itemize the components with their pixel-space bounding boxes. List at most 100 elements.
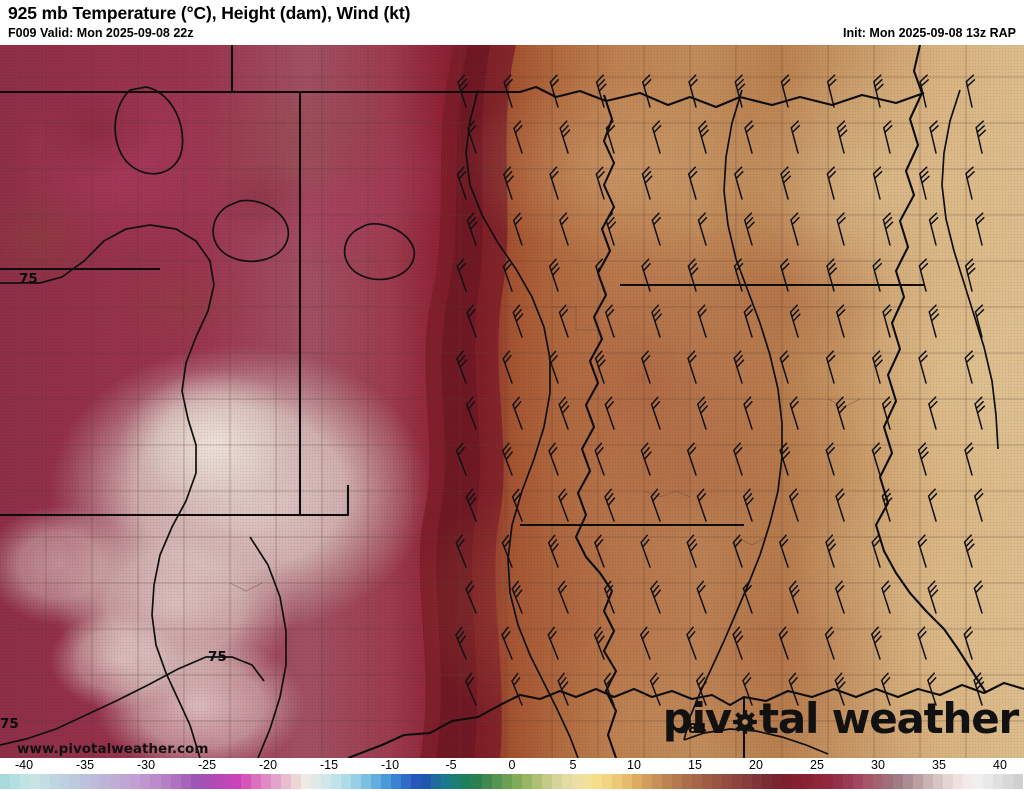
- wind-barb-flag: [687, 350, 696, 360]
- wind-barb-flag: [642, 262, 651, 272]
- wind-barb-flag: [468, 216, 476, 226]
- wind-barb-flag: [976, 405, 986, 414]
- wind-barb-flag: [652, 216, 661, 226]
- wind-barb-flag: [884, 497, 893, 506]
- wind-barb-flag: [652, 308, 661, 318]
- watermark-text-part1: piv: [662, 694, 732, 743]
- wind-barb-flag: [872, 258, 881, 267]
- wind-barb-flag: [511, 580, 519, 590]
- wind-barb-flag: [551, 543, 559, 553]
- wind-barb-flag: [883, 308, 892, 318]
- wind-barb-flag: [826, 166, 835, 175]
- wind-barb-flag: [839, 129, 848, 138]
- wind-barb-flag: [782, 451, 791, 460]
- wind-barb-flag: [824, 626, 833, 636]
- wind-barb-flag: [826, 446, 835, 456]
- wind-barb-flag: [881, 580, 890, 590]
- wind-barb-flag: [928, 396, 937, 405]
- wind-barb-flag: [595, 74, 604, 83]
- colorbar-swatch: [762, 774, 773, 789]
- wind-barb-flag: [561, 405, 570, 415]
- wind-barb-flag: [735, 262, 744, 272]
- wind-barb-flag: [733, 442, 741, 452]
- wind-barb-flag: [743, 396, 752, 405]
- wind-barb-flag: [742, 580, 751, 590]
- wind-barb-flag: [513, 400, 522, 410]
- wind-barb-flag: [697, 676, 706, 686]
- colorbar-swatch: [852, 774, 863, 789]
- wind-barb-flag: [456, 258, 465, 268]
- colorbar-swatch: [782, 774, 793, 789]
- colorbar-swatch: [942, 774, 953, 789]
- colorbar-tick: -35: [75, 758, 95, 772]
- wind-barb-flag: [918, 630, 927, 640]
- colorbar-swatch: [20, 774, 31, 789]
- wind-barb-flag: [827, 354, 836, 364]
- site-url: www.pivotalweather.com: [17, 741, 209, 757]
- colorbar-gradient[interactable]: [0, 774, 1024, 789]
- wind-barb-flag: [927, 488, 936, 497]
- colorbar-swatch: [80, 774, 91, 789]
- colorbar-swatch: [260, 774, 271, 789]
- wind-barb-flag: [745, 216, 754, 226]
- wind-barb-flag: [559, 492, 568, 502]
- wind-barb-flag: [976, 125, 985, 133]
- colorbar-tick: -5: [445, 758, 457, 772]
- colorbar-swatch: [230, 774, 241, 789]
- wind-barb-flag: [918, 258, 927, 267]
- wind-barb-flag: [780, 166, 789, 175]
- wind-barb-flag: [560, 400, 568, 410]
- colorbar-swatch: [601, 774, 612, 789]
- wind-barb-flag: [558, 488, 566, 498]
- wind-barb-flag: [963, 534, 972, 543]
- wind-barb-flag: [792, 313, 801, 322]
- wind-barb-flag: [465, 580, 473, 590]
- colorbar-swatch: [431, 774, 442, 789]
- wind-barb-flag: [791, 124, 801, 134]
- wind-barb-flag: [966, 262, 975, 272]
- wind-barb-flag: [974, 304, 984, 313]
- wind-barb-flag: [642, 446, 650, 456]
- wind-barb-flag: [503, 446, 512, 456]
- colorbar-swatch: [963, 774, 974, 789]
- wind-barb-flag: [881, 396, 891, 405]
- wind-barb-flag: [975, 120, 984, 129]
- colorbar-swatch: [702, 774, 713, 789]
- wind-barb-flag: [649, 672, 658, 682]
- colorbar-tick: 10: [627, 758, 641, 772]
- colorbar-swatch: [662, 774, 673, 789]
- wind-barb-flag: [513, 492, 522, 502]
- map-canvas[interactable]: 75 75 75 84 piv tal weather www.pivotalwe…: [0, 45, 1024, 758]
- colorbar-swatch: [451, 774, 462, 789]
- colorbar-tick: -30: [136, 758, 156, 772]
- wind-barb-flag: [734, 446, 743, 456]
- wind-barb-flag: [736, 83, 746, 92]
- wind-barb-flag: [928, 584, 937, 594]
- wind-barb-flag: [465, 672, 473, 682]
- wind-barb-flag: [558, 396, 567, 406]
- wind-barb-flag: [502, 258, 511, 268]
- wind-barb-flag: [688, 74, 697, 83]
- wind-barb-flag: [652, 492, 660, 502]
- wind-barb-flag: [700, 405, 708, 414]
- colorbar-swatch: [30, 774, 41, 789]
- wind-barb-flag: [974, 396, 983, 405]
- colorbar-swatch: [752, 774, 763, 789]
- colorbar-swatch: [692, 774, 703, 789]
- colorbar-swatch: [140, 774, 151, 789]
- colorbar-swatch: [722, 774, 733, 789]
- wind-barb-flag: [885, 221, 894, 230]
- wind-barb-flag: [605, 677, 613, 686]
- wind-barb-flag: [930, 313, 940, 322]
- wind-barb-flag: [651, 212, 660, 221]
- wind-barb-flag: [686, 442, 695, 452]
- colorbar-tick: 20: [749, 758, 763, 772]
- wind-barb-flag: [504, 170, 513, 180]
- colorbar-swatch: [441, 774, 452, 789]
- colorbar[interactable]: -40 -35 -30 -25 -20 -15 -10 -5 0 5 10 15 20 25 30 35 40: [0, 758, 1024, 791]
- wind-barb-flag: [779, 350, 788, 359]
- wind-barb-flag: [780, 258, 789, 267]
- wind-barb-flag: [790, 212, 799, 221]
- wind-barb-flag: [699, 216, 708, 226]
